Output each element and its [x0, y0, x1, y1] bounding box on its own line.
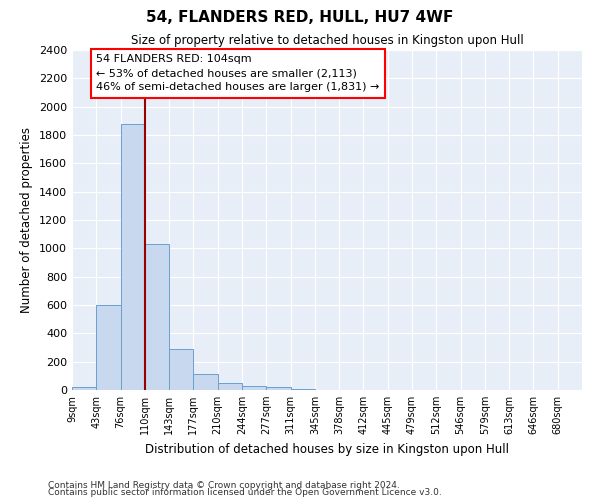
Bar — [96, 305, 121, 390]
Text: 54 FLANDERS RED: 104sqm
← 53% of detached houses are smaller (2,113)
46% of semi: 54 FLANDERS RED: 104sqm ← 53% of detache… — [96, 54, 380, 92]
Bar — [121, 124, 145, 390]
Bar — [193, 374, 218, 390]
Y-axis label: Number of detached properties: Number of detached properties — [20, 127, 34, 313]
Text: Contains public sector information licensed under the Open Government Licence v3: Contains public sector information licen… — [48, 488, 442, 497]
Bar — [145, 244, 169, 390]
Text: 54, FLANDERS RED, HULL, HU7 4WF: 54, FLANDERS RED, HULL, HU7 4WF — [146, 10, 454, 25]
Bar — [169, 349, 193, 390]
X-axis label: Distribution of detached houses by size in Kingston upon Hull: Distribution of detached houses by size … — [145, 442, 509, 456]
Title: Size of property relative to detached houses in Kingston upon Hull: Size of property relative to detached ho… — [131, 34, 523, 48]
Text: Contains HM Land Registry data © Crown copyright and database right 2024.: Contains HM Land Registry data © Crown c… — [48, 480, 400, 490]
Bar — [242, 386, 266, 390]
Bar — [266, 387, 290, 390]
Bar — [72, 387, 96, 390]
Bar — [290, 388, 315, 390]
Bar — [218, 383, 242, 390]
